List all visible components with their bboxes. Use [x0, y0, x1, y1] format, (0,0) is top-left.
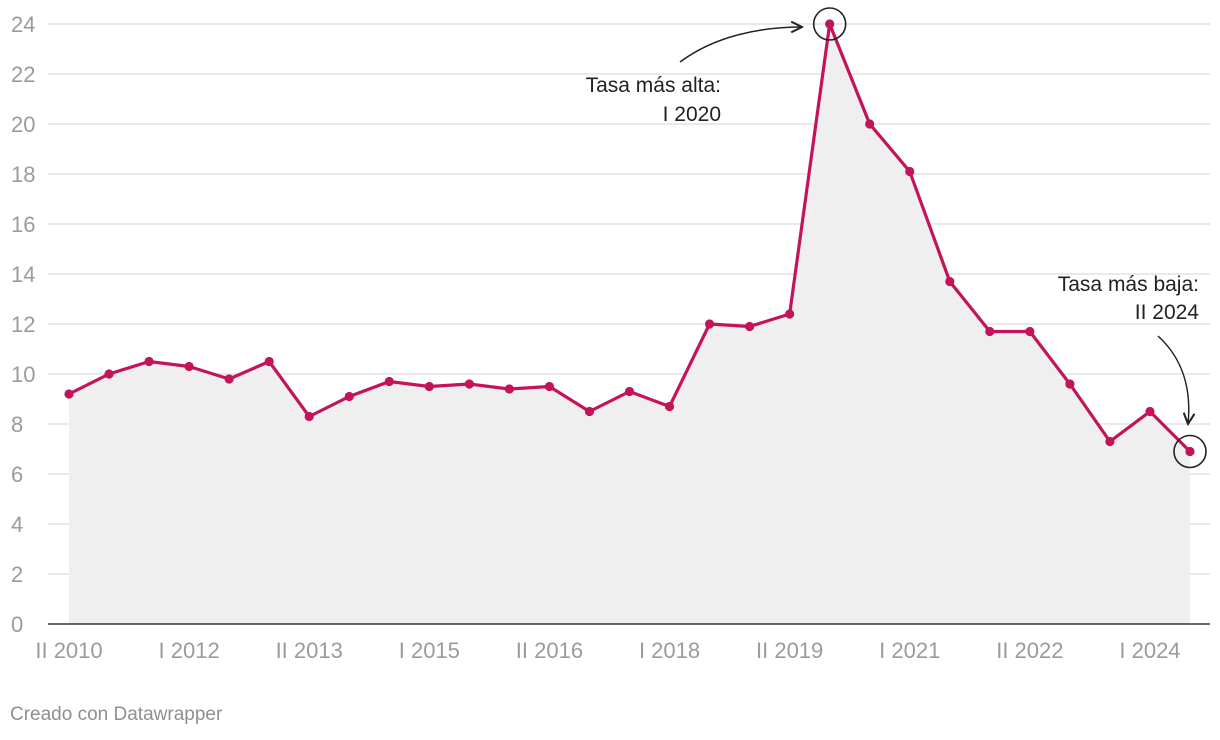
y-tick-label-2: 2 — [11, 562, 23, 587]
data-point-II-2021[interactable] — [945, 276, 955, 287]
data-point-II-2019[interactable] — [785, 309, 795, 319]
y-tick-label-10: 10 — [11, 362, 35, 387]
data-point-I-2019[interactable] — [745, 321, 755, 332]
data-point-I-2016[interactable] — [504, 384, 514, 394]
data-point-II-2023[interactable] — [1105, 436, 1115, 447]
y-tick-label-8: 8 — [11, 412, 23, 437]
data-point-II-2017[interactable] — [624, 386, 635, 397]
x-tick-label: I 2012 — [159, 638, 220, 663]
y-tick-label-16: 16 — [11, 212, 35, 237]
annotation-text: Tasa más baja: — [1058, 273, 1199, 296]
data-point-II-2014[interactable] — [384, 376, 394, 387]
x-tick-label: II 2019 — [756, 638, 823, 663]
y-tick-label-18: 18 — [11, 162, 35, 187]
y-tick-label-6: 6 — [11, 462, 23, 487]
x-tick-label: II 2022 — [996, 638, 1063, 663]
data-point-I-2023[interactable] — [1065, 379, 1075, 389]
data-point-II-2013[interactable] — [304, 411, 314, 422]
annotation-arrow — [1157, 335, 1189, 424]
y-tick-label-0: 0 — [11, 612, 23, 637]
data-point-I-2012[interactable] — [184, 361, 194, 372]
data-point-II-2022[interactable] — [1025, 326, 1035, 337]
y-tick-label-12: 12 — [11, 312, 35, 337]
data-point-II-2016[interactable] — [544, 381, 555, 392]
data-point-I-2024[interactable] — [1145, 406, 1155, 417]
data-point-II-2015[interactable] — [464, 379, 474, 389]
data-point-I-2015[interactable] — [424, 381, 434, 392]
x-tick-label: II 2016 — [516, 638, 583, 663]
x-tick-label: I 2021 — [879, 638, 940, 663]
data-point-II-2018[interactable] — [704, 319, 715, 329]
data-point-I-2022[interactable] — [985, 326, 995, 337]
x-tick-label: II 2013 — [276, 638, 343, 663]
data-point-II-2024[interactable] — [1185, 446, 1195, 457]
data-point-I-2011[interactable] — [104, 369, 114, 379]
annotation-ring — [1173, 434, 1207, 469]
y-tick-label-20: 20 — [11, 112, 35, 137]
data-point-I-2021[interactable] — [905, 166, 915, 177]
annotation-text: II 2024 — [1135, 301, 1200, 324]
data-point-I-2014[interactable] — [344, 391, 354, 402]
data-point-II-2020[interactable] — [865, 119, 875, 129]
annotation-text: Tasa más alta: — [586, 74, 721, 97]
x-tick-label: I 2015 — [399, 638, 460, 663]
x-tick-label: I 2018 — [639, 638, 700, 663]
data-point-I-2013[interactable] — [264, 356, 274, 367]
credit-text: Creado con Datawrapper — [10, 704, 223, 725]
data-point-II-2012[interactable] — [224, 374, 234, 384]
annotation-text: I 2020 — [663, 103, 721, 126]
y-tick-label-4: 4 — [11, 512, 23, 537]
y-tick-label-14: 14 — [11, 262, 35, 287]
annotation-ring — [812, 7, 847, 41]
data-point-I-2020[interactable] — [825, 19, 835, 29]
x-tick-label: I 2024 — [1119, 638, 1180, 663]
data-point-I-2017[interactable] — [584, 406, 595, 417]
y-tick-label-22: 22 — [11, 62, 35, 87]
y-tick-label-24: 24 — [11, 12, 35, 37]
annotation-arrow — [679, 27, 802, 63]
x-tick-label: II 2010 — [35, 638, 102, 663]
data-point-II-2011[interactable] — [144, 356, 154, 367]
data-point-I-2018[interactable] — [664, 401, 675, 412]
data-point-II-2010[interactable] — [64, 389, 74, 399]
